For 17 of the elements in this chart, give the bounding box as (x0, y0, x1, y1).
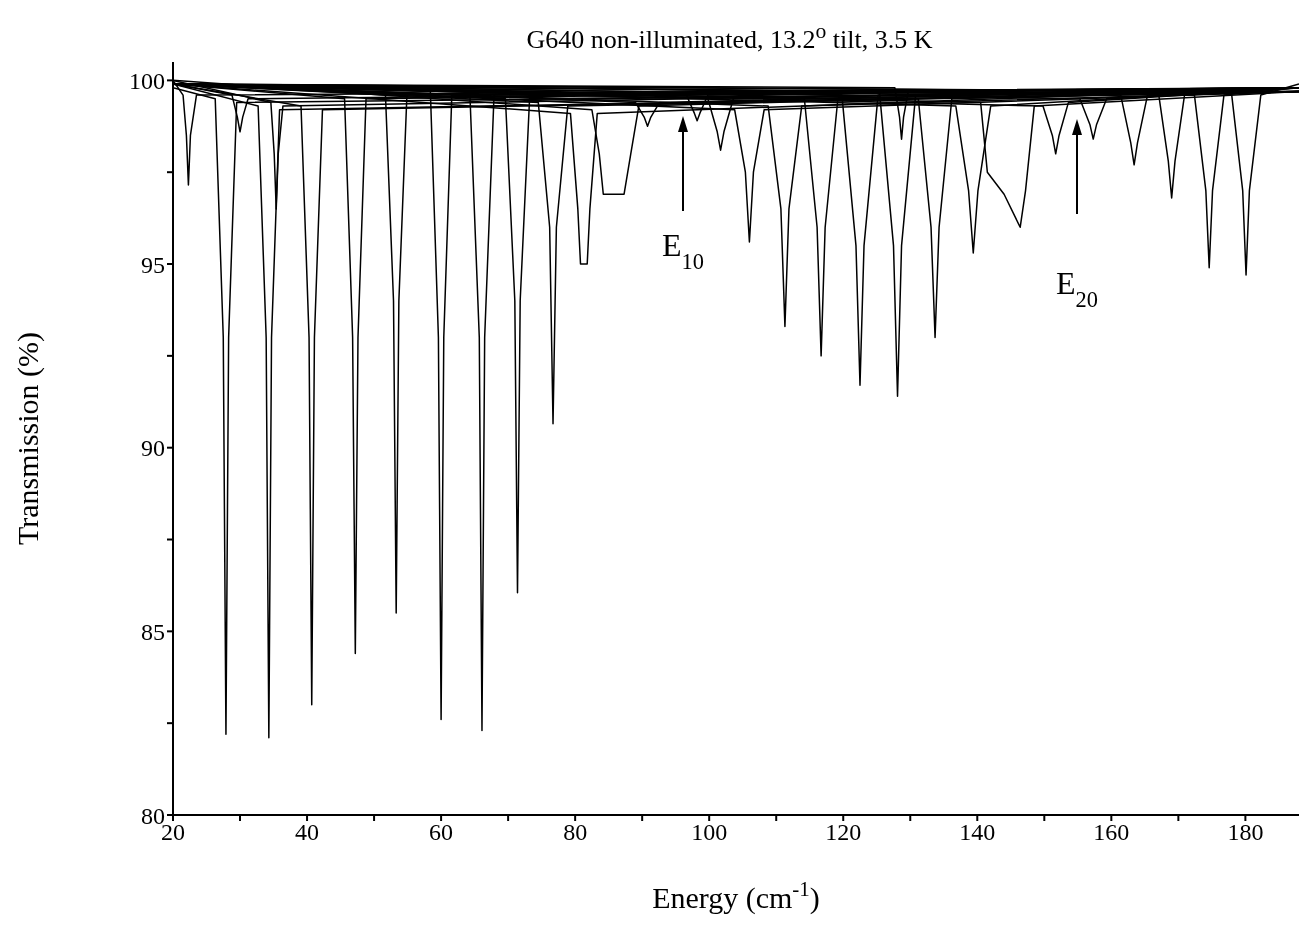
annotation: E$_{20}$ (1056, 265, 1098, 312)
x-tick-label: 80 (563, 819, 588, 846)
y-tick-label: 85 (141, 618, 165, 645)
x-tick-label: 140 (959, 819, 996, 846)
y-tick-label: 90 (141, 435, 165, 462)
x-tick-label: 120 (825, 819, 862, 846)
x-tick-label: 40 (295, 819, 320, 846)
y-tick-label: 100 (129, 67, 165, 94)
y-tick-label: 95 (141, 251, 165, 278)
x-tick-label: 100 (691, 819, 728, 846)
x-tick-label: 160 (1093, 819, 1130, 846)
x-tick-label: 180 (1227, 819, 1264, 846)
x-tick-label: 60 (429, 819, 454, 846)
chart-title: G640 non-illuminated, 13.2$^{o}$ tilt, 3.5 K (525, 18, 934, 54)
annotation: E$_{10}$ (662, 227, 704, 274)
y-axis-title: Transmission (%) (11, 331, 45, 546)
x-axis-title: Energy (cm$^{-1}$) (652, 877, 820, 915)
